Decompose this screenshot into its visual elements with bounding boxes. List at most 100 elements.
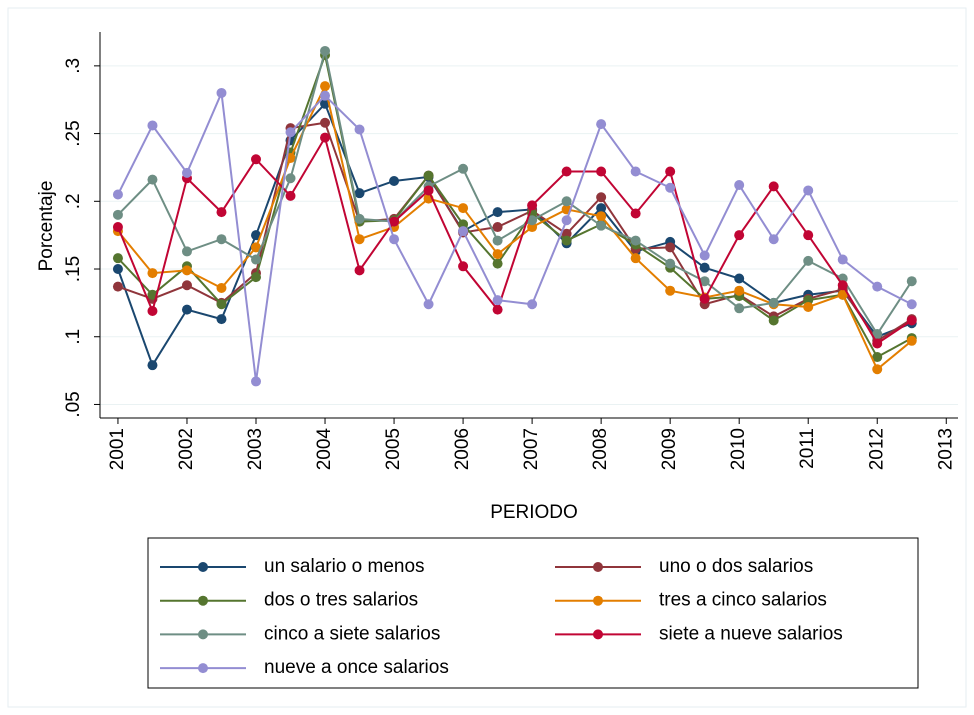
data-point — [181, 246, 192, 257]
data-point — [147, 289, 158, 300]
series-line — [117, 50, 913, 336]
x-tick-label: 2001 — [107, 428, 128, 470]
data-point — [734, 180, 745, 191]
y-tick-label: .2 — [63, 193, 84, 209]
legend-label: siete a nueve salarios — [659, 623, 843, 644]
x-tick-label: 2003 — [245, 428, 266, 470]
data-point — [803, 301, 814, 312]
data-point — [147, 268, 158, 279]
data-point — [147, 174, 158, 185]
data-point — [872, 338, 883, 349]
y-tick-label: .25 — [63, 120, 84, 146]
x-tick-label: 2011 — [797, 428, 818, 469]
data-point — [768, 181, 779, 192]
legend-marker — [198, 562, 208, 572]
x-tick-label: 2010 — [728, 428, 749, 470]
data-point — [354, 234, 365, 245]
data-point — [181, 265, 192, 276]
data-point — [147, 360, 158, 371]
data-point — [216, 207, 227, 218]
series-line — [117, 89, 913, 382]
data-point — [596, 192, 607, 203]
data-point — [112, 222, 123, 233]
data-point — [803, 230, 814, 241]
legend-label: dos o tres salarios — [264, 590, 418, 611]
data-point — [251, 242, 261, 253]
legend-marker — [198, 629, 208, 640]
y-tick-label: .05 — [63, 391, 84, 417]
data-point — [492, 258, 503, 269]
data-point — [665, 258, 676, 269]
legend-label: nueve a once salarios — [264, 657, 449, 678]
data-point — [354, 124, 365, 135]
legend-marker — [593, 562, 603, 572]
data-point — [181, 304, 192, 315]
data-point — [561, 196, 572, 207]
data-point — [147, 120, 158, 131]
data-point — [112, 253, 123, 264]
data-point — [492, 295, 503, 306]
data-point — [734, 230, 745, 241]
data-point — [251, 254, 261, 265]
series-line — [117, 51, 913, 359]
data-point — [112, 189, 123, 200]
data-point — [389, 234, 400, 245]
x-tick-label: 2004 — [314, 428, 335, 471]
data-point — [181, 280, 192, 291]
series-line — [117, 83, 913, 371]
data-point — [561, 235, 572, 246]
data-point — [837, 280, 848, 291]
y-tick-label: .1 — [63, 329, 84, 345]
data-point — [734, 273, 745, 284]
legend-marker — [198, 595, 208, 606]
data-point — [458, 163, 469, 174]
legend-label: cinco a siete salarios — [264, 623, 440, 644]
data-point — [699, 262, 710, 273]
data-point — [630, 253, 641, 264]
x-tick-label: 2012 — [866, 428, 887, 470]
series-line — [117, 101, 913, 368]
data-point — [320, 45, 331, 56]
data-point — [492, 222, 503, 233]
data-point — [734, 285, 745, 296]
data-point — [837, 254, 848, 265]
data-point — [803, 255, 814, 266]
data-point — [699, 293, 710, 304]
x-tick-label: 2009 — [659, 428, 680, 470]
data-point — [216, 282, 227, 293]
data-point — [216, 234, 227, 245]
legend-marker — [593, 629, 603, 640]
data-point — [389, 216, 400, 227]
data-point — [561, 166, 572, 177]
data-point — [354, 265, 365, 276]
data-point — [492, 235, 503, 246]
data-point — [665, 182, 676, 193]
data-point — [285, 173, 296, 184]
data-point — [389, 175, 400, 186]
data-point — [320, 117, 331, 128]
legend-marker — [593, 595, 603, 606]
data-point — [492, 249, 503, 260]
data-point — [492, 207, 503, 218]
data-point — [734, 303, 745, 314]
data-point — [527, 299, 538, 310]
x-tick-label: 2005 — [383, 428, 404, 470]
data-point — [285, 190, 296, 201]
data-point — [768, 297, 779, 308]
data-point — [665, 166, 676, 177]
legend-box — [147, 537, 919, 689]
data-point — [527, 200, 538, 211]
data-point — [458, 226, 469, 237]
data-point — [354, 213, 365, 224]
data-point — [251, 154, 261, 165]
data-point — [251, 230, 261, 241]
data-point — [872, 281, 883, 292]
data-point — [561, 215, 572, 226]
data-point — [285, 127, 296, 138]
data-point — [768, 315, 779, 326]
x-tick-label: 2002 — [176, 428, 197, 470]
data-point — [492, 304, 503, 315]
data-point — [423, 185, 434, 196]
data-point — [906, 276, 917, 287]
